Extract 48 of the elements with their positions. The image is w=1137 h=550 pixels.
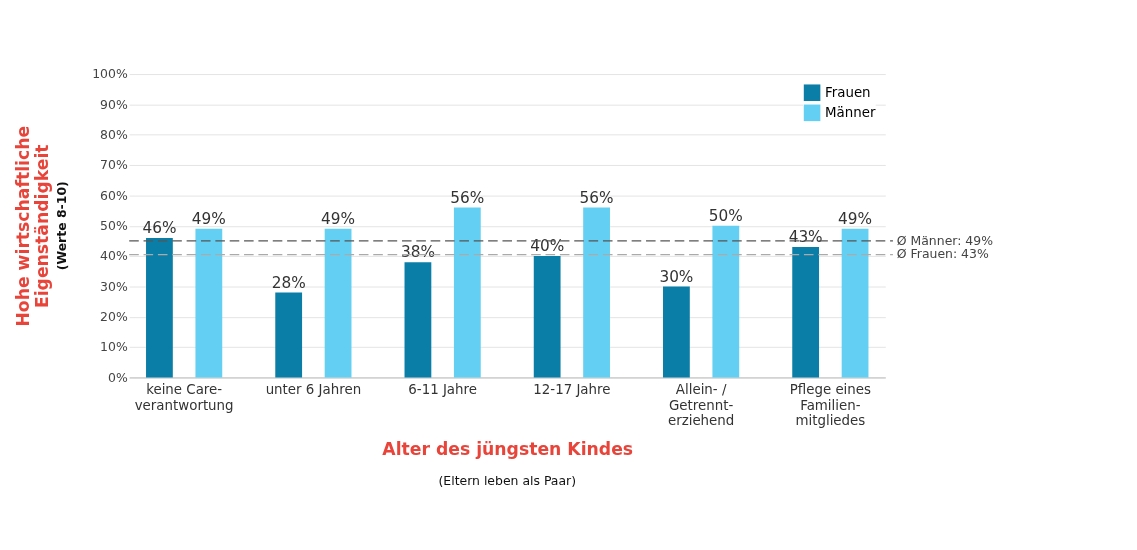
- text: (Werte 8-10): [54, 181, 70, 271]
- y-axis-title: Hohe wirtschaftliche Eigenständigkeit: [13, 125, 53, 327]
- x-tick-label: Pflege eines Familien- mitgliedes: [789, 382, 872, 428]
- legend-label: Männer: [824, 104, 876, 120]
- bar: [533, 256, 561, 378]
- bar: [453, 207, 481, 378]
- y-tick-label: 50%: [100, 218, 128, 234]
- bar: [792, 247, 820, 378]
- y-tick-label: 10%: [100, 339, 128, 355]
- bar: [663, 286, 690, 378]
- text: Ø Frauen: 43%: [896, 246, 989, 262]
- y-tick-label: 30%: [100, 278, 128, 294]
- x-tick-label: Allein- / Getrennt- erziehend: [667, 382, 735, 428]
- data-label: 28%: [271, 273, 306, 292]
- data-label: 38%: [400, 243, 435, 262]
- bar: [195, 228, 223, 378]
- data-label: 49%: [321, 210, 356, 229]
- data-label: 46%: [142, 219, 177, 238]
- y-tick-label: 70%: [100, 157, 128, 173]
- y-tick-label: 80%: [100, 127, 128, 143]
- x-axis-title: Alter des jüngsten Kindes: [382, 438, 634, 459]
- y-tick-label: 20%: [100, 309, 128, 325]
- y-tick-label: 40%: [100, 248, 128, 264]
- data-label: 30%: [659, 267, 694, 286]
- data-label: 56%: [450, 188, 485, 207]
- x-tick-label: 6-11 Jahre: [408, 382, 477, 398]
- bar: [146, 237, 173, 378]
- bar: [583, 207, 610, 378]
- y-tick-label: 90%: [100, 96, 128, 112]
- data-label: 56%: [579, 188, 614, 207]
- data-label: 49%: [191, 210, 226, 229]
- data-label: 50%: [708, 206, 743, 225]
- data-label: 49%: [838, 210, 873, 229]
- text: (Eltern leben als Paar): [438, 472, 577, 488]
- x-tick-label: keine Care- verantwortung: [134, 382, 234, 413]
- bar: [712, 225, 740, 378]
- bar: [324, 228, 352, 378]
- y-tick-label: 100%: [92, 66, 128, 82]
- data-label: 40%: [530, 237, 565, 256]
- text: Ø Männer: 49%: [896, 232, 994, 248]
- y-tick-label: 0%: [108, 369, 128, 385]
- bar: [404, 262, 432, 378]
- bar: [841, 228, 869, 378]
- x-tick-label: 12-17 Jahre: [533, 382, 611, 398]
- x-tick-label: unter 6 Jahren: [265, 382, 362, 398]
- y-tick-label: 60%: [100, 187, 128, 203]
- legend-label: Frauen: [824, 84, 871, 100]
- bar: [275, 292, 303, 378]
